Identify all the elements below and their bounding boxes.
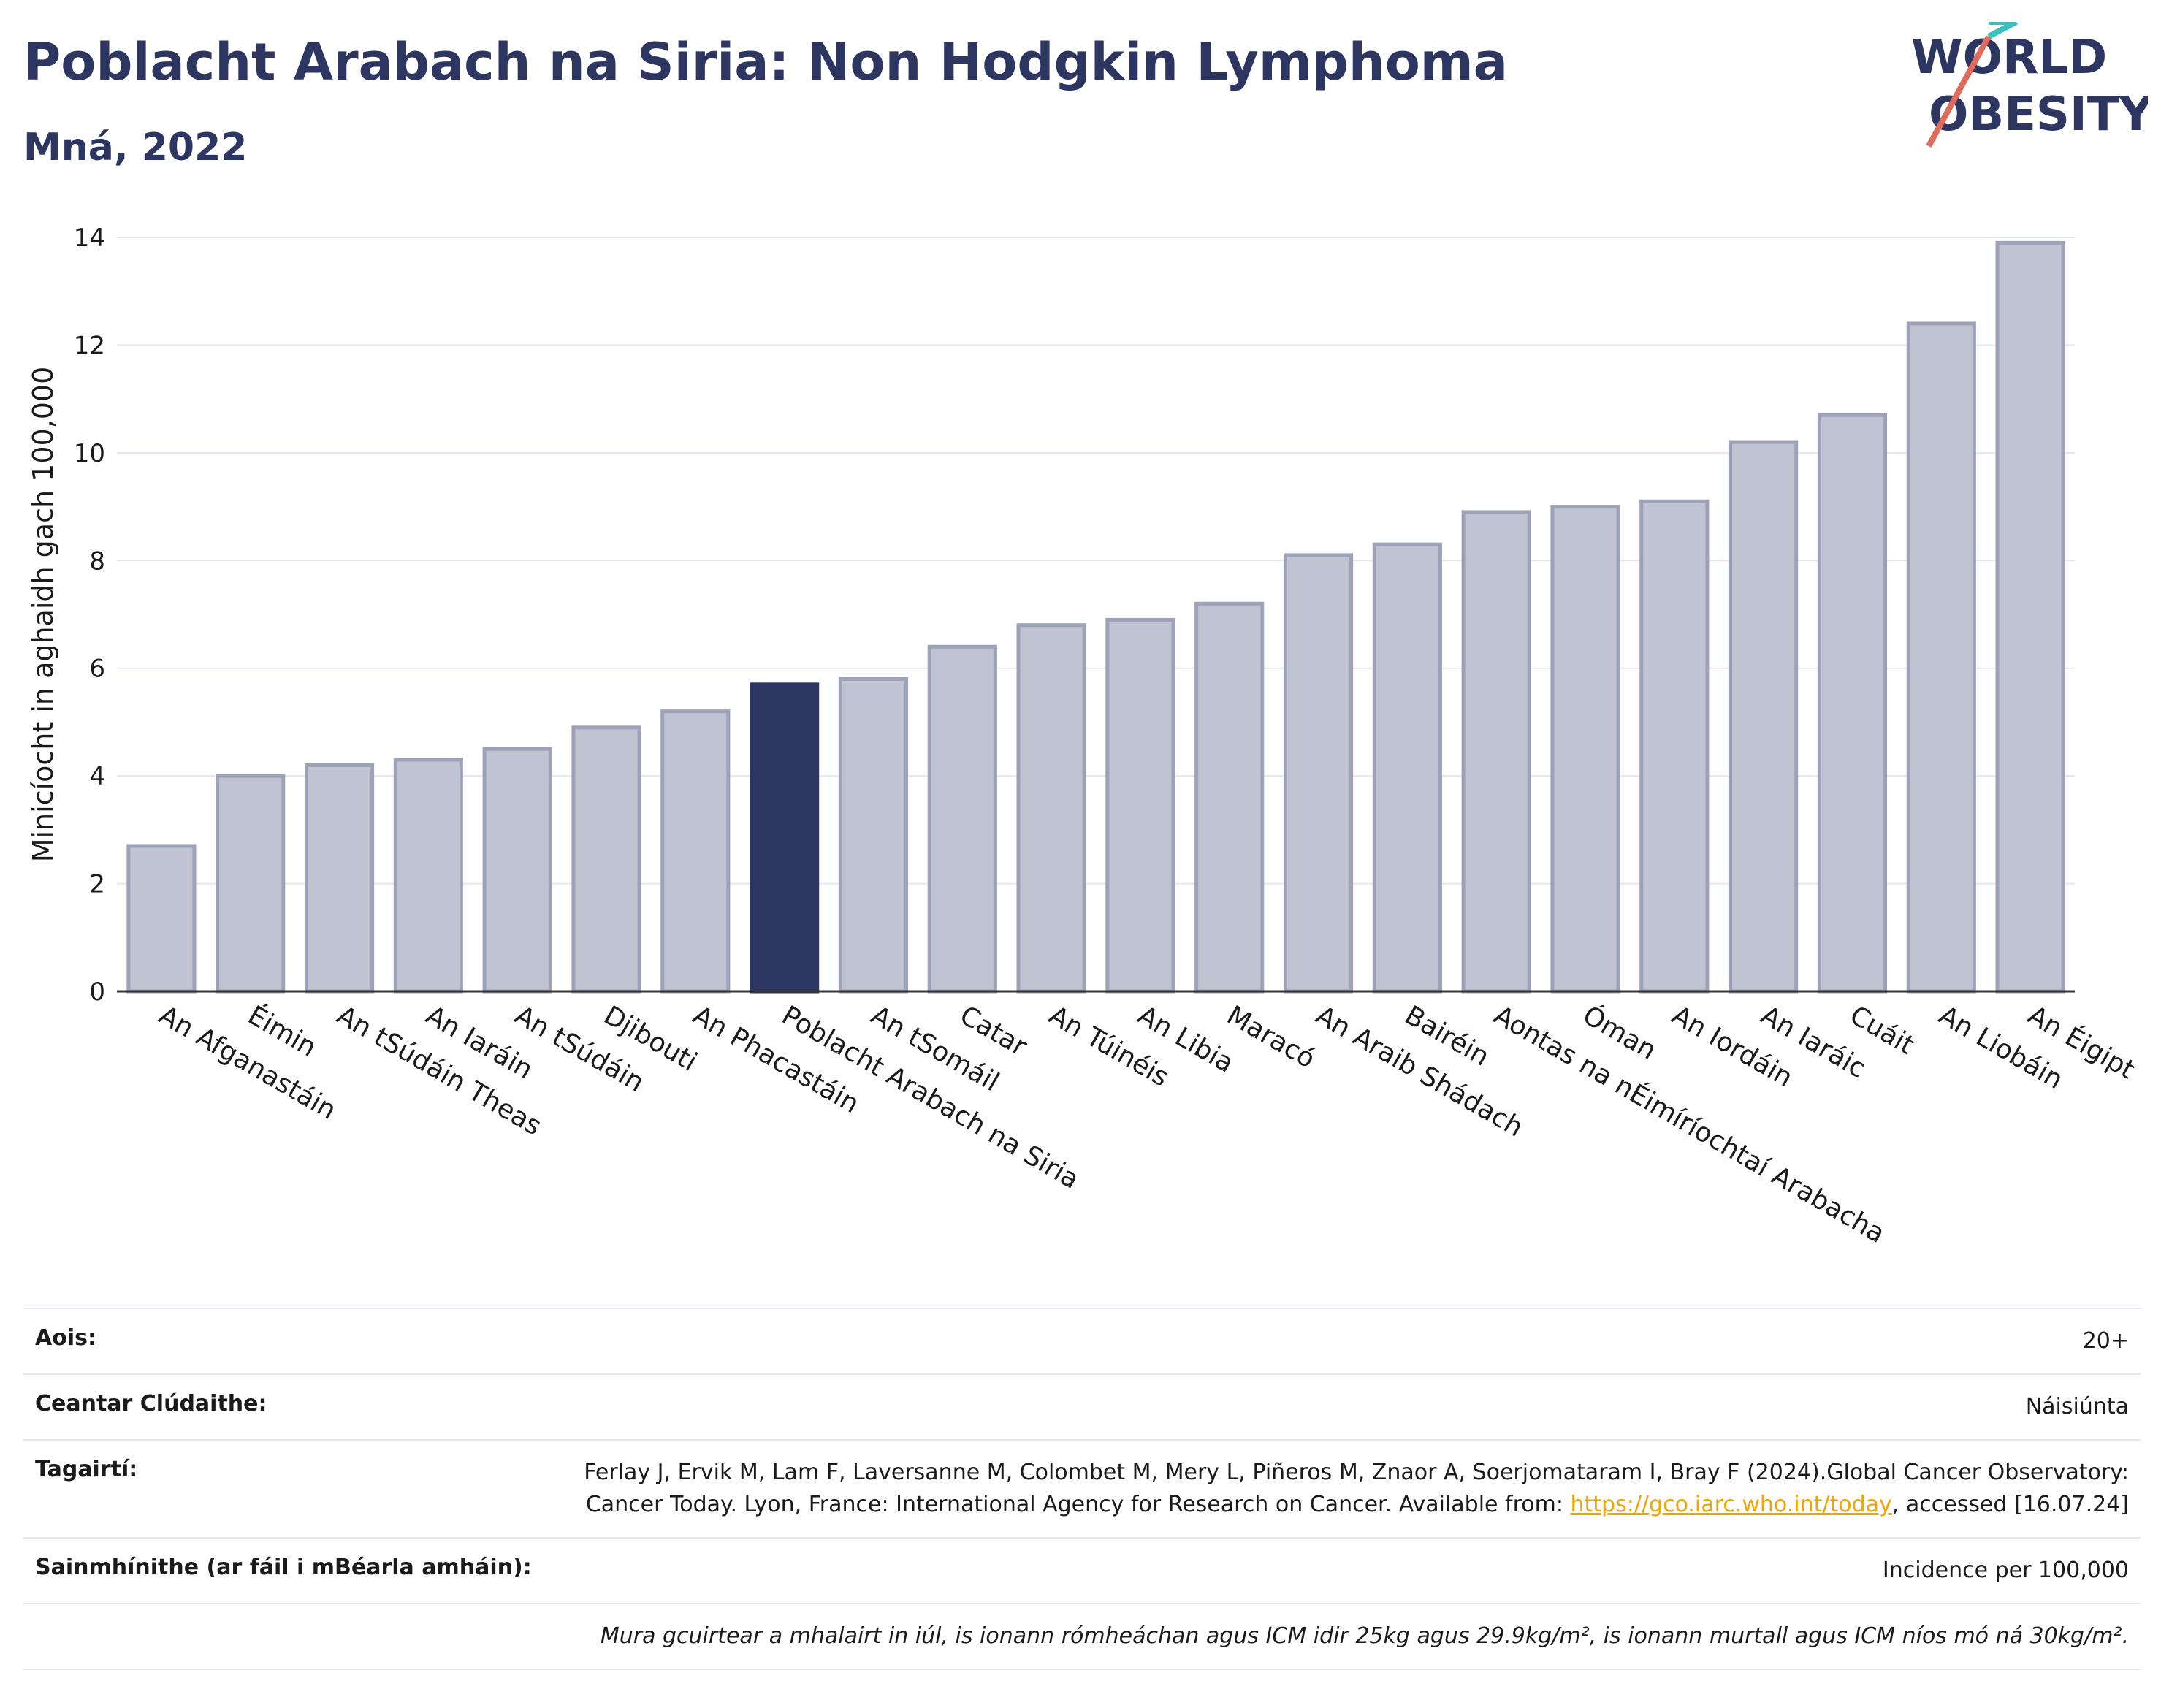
area-value: Náisiúnta bbox=[558, 1373, 2141, 1440]
bar bbox=[1461, 510, 1531, 994]
bar bbox=[126, 844, 197, 994]
bar bbox=[1194, 601, 1265, 994]
bar bbox=[1105, 617, 1175, 994]
info-row-note: Mura gcuirtear a mhalairt in iúl, is ion… bbox=[23, 1603, 2141, 1670]
y-tick-labels: 0 2 4 6 8 10 12 14 bbox=[74, 224, 105, 1007]
bar bbox=[1995, 240, 2065, 994]
bar bbox=[660, 709, 731, 994]
world-obesity-logo: WORLD OBESITY bbox=[1911, 22, 2148, 148]
info-row-age: Aois: 20+ bbox=[23, 1308, 2141, 1374]
bar bbox=[304, 763, 375, 994]
page-subtitle: Mná, 2022 bbox=[23, 126, 248, 169]
y-tick-label: 0 bbox=[89, 977, 105, 1007]
bar bbox=[1372, 542, 1442, 994]
bar bbox=[1550, 505, 1620, 994]
logo-line2: OBESITY bbox=[1929, 88, 2148, 142]
age-value: 20+ bbox=[558, 1308, 2141, 1374]
info-row-area: Ceantar Clúdaithe: Náisiúnta bbox=[23, 1373, 2141, 1440]
y-tick-label: 2 bbox=[89, 870, 105, 899]
references-label: Tagairtí: bbox=[23, 1439, 558, 1538]
area-label: Ceantar Clúdaithe: bbox=[23, 1373, 558, 1440]
bmi-note: Mura gcuirtear a mhalairt in iúl, is ion… bbox=[23, 1603, 2141, 1670]
bar bbox=[393, 758, 463, 994]
info-row-definitions: Sainmhínithe (ar fáil i mBéarla amháin):… bbox=[23, 1537, 2141, 1604]
x-tick-label: Maracó bbox=[1221, 1000, 1320, 1074]
bar bbox=[1283, 553, 1354, 994]
definitions-value: Incidence per 100,000 bbox=[558, 1537, 2141, 1604]
bar bbox=[750, 682, 820, 994]
bar bbox=[927, 644, 997, 994]
bar bbox=[1016, 623, 1086, 994]
info-table: Aois: 20+ Ceantar Clúdaithe: Náisiúnta T… bbox=[23, 1308, 2141, 1670]
y-tick-label: 8 bbox=[89, 546, 105, 576]
bar bbox=[1639, 499, 1710, 994]
y-tick-label: 6 bbox=[89, 655, 105, 684]
logo-line1: WORLD bbox=[1911, 31, 2107, 85]
logo-slash-bottom-icon bbox=[1926, 35, 1992, 148]
y-tick-label: 4 bbox=[89, 762, 105, 791]
bar bbox=[216, 774, 286, 994]
bar bbox=[838, 676, 909, 994]
references-text-2: , accessed [16.07.24] bbox=[1891, 1492, 2129, 1517]
logo-slash-top-icon bbox=[1987, 22, 2018, 39]
references-text-1: Ferlay J, Ervik M, Lam F, Laversanne M, … bbox=[584, 1460, 2129, 1517]
bar bbox=[1817, 413, 1888, 994]
y-tick-label: 12 bbox=[74, 331, 105, 360]
y-tick-label: 10 bbox=[74, 439, 105, 468]
y-tick-label: 14 bbox=[74, 224, 105, 253]
age-label: Aois: bbox=[23, 1308, 558, 1374]
references-value: Ferlay J, Ervik M, Lam F, Laversanne M, … bbox=[558, 1439, 2141, 1538]
bar bbox=[571, 725, 641, 994]
bars bbox=[126, 240, 2065, 994]
definitions-label: Sainmhínithe (ar fáil i mBéarla amháin): bbox=[23, 1537, 558, 1604]
page-title: Poblacht Arabach na Siria: Non Hodgkin L… bbox=[23, 32, 1508, 92]
bar bbox=[482, 747, 552, 994]
bar bbox=[1729, 440, 1799, 994]
info-row-references: Tagairtí: Ferlay J, Ervik M, Lam F, Lave… bbox=[23, 1439, 2141, 1538]
y-axis-label: Minicíocht in aghaidh gach 100,000 bbox=[27, 367, 59, 863]
references-link[interactable]: https://gco.iarc.who.int/today bbox=[1570, 1492, 1892, 1517]
bar bbox=[1906, 321, 1976, 994]
